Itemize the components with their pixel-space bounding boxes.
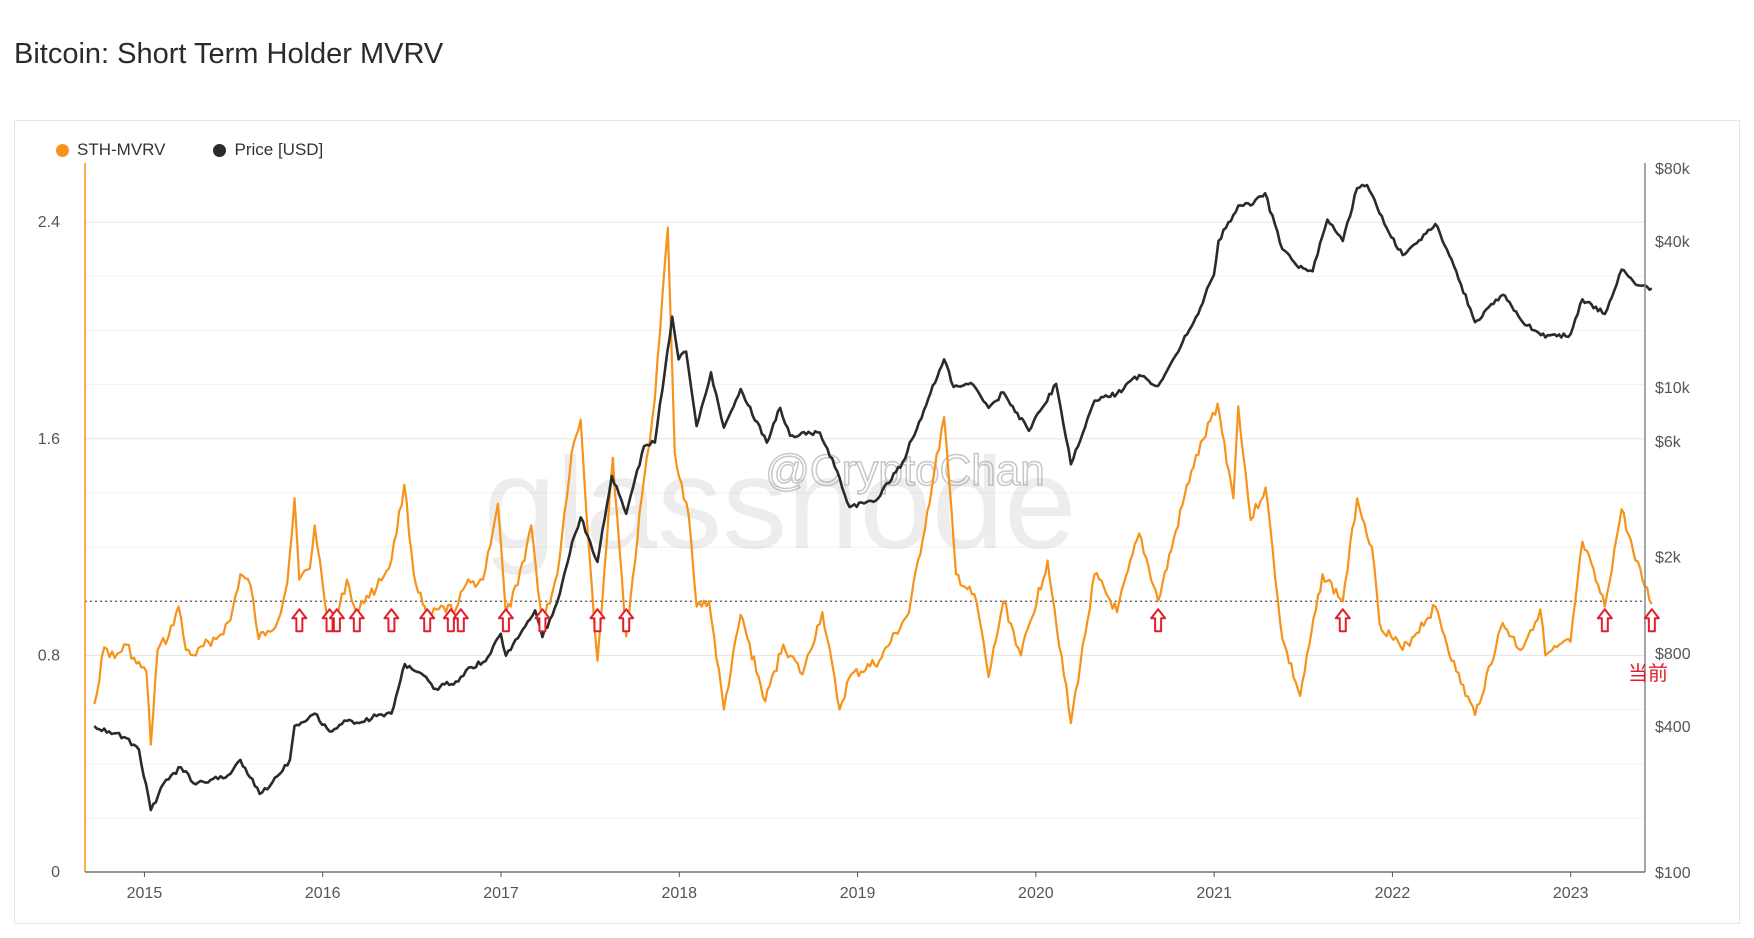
right-axis-ticks: $100 $400 $800 $2k $6k $10k $40k $80k: [1655, 161, 1691, 882]
red-up-arrow-icon: [383, 608, 400, 633]
legend-item-price[interactable]: Price [USD]: [213, 140, 323, 160]
x-tick-label: 2023: [1553, 885, 1589, 902]
red-up-arrow-icon: [1150, 608, 1167, 633]
series-line-sth-mvrv: [93, 226, 1653, 746]
x-tick-label: 2017: [483, 885, 519, 902]
y-left-tick-label: 0: [51, 864, 60, 881]
y-right-tick-label: $6k: [1655, 434, 1682, 451]
red-up-arrow-icon: [589, 608, 606, 633]
y-right-tick-label: $100: [1655, 865, 1691, 882]
red-up-arrow-icon: [452, 608, 469, 633]
red-up-arrow-icon: [1596, 608, 1613, 633]
y-right-tick-label: $400: [1655, 719, 1691, 736]
y-right-tick-label: $80k: [1655, 161, 1691, 178]
legend-item-sth-mvrv[interactable]: STH-MVRV: [56, 140, 165, 160]
red-up-arrow-icon: [348, 608, 365, 633]
current-label: 当前: [1628, 662, 1668, 685]
y-right-tick-label: $800: [1655, 646, 1691, 663]
axes: [84, 163, 1646, 873]
legend-swatch-price: [213, 143, 227, 157]
x-axis-ticks: 2015 2016 2017 2018 2019 2020 2021 2022 2023: [127, 872, 1589, 902]
y-right-tick-label: $40k: [1655, 234, 1691, 251]
dip-arrows: [291, 608, 1660, 633]
x-tick-label: 2015: [127, 885, 163, 902]
y-right-tick-label: $10k: [1655, 380, 1691, 397]
legend-label-price: Price [USD]: [234, 140, 324, 159]
x-tick-label: 2016: [305, 885, 341, 902]
x-tick-label: 2018: [661, 885, 697, 902]
x-tick-label: 2020: [1018, 885, 1054, 902]
series-layer: [93, 183, 1653, 812]
x-tick-label: 2022: [1375, 885, 1411, 902]
x-tick-label: 2019: [840, 885, 876, 902]
red-up-arrow-icon: [328, 608, 345, 633]
red-up-arrow-icon: [419, 608, 436, 633]
red-up-arrow-icon: [618, 608, 635, 633]
page-title: Bitcoin: Short Term Holder MVRV: [14, 38, 444, 70]
red-up-arrow-icon: [291, 608, 308, 633]
red-up-arrow-icon: [1643, 608, 1660, 633]
y-left-tick-label: 0.8: [38, 647, 60, 664]
red-up-arrow-icon: [534, 608, 551, 633]
series-line-price: [93, 183, 1653, 812]
legend-label-sth-mvrv: STH-MVRV: [77, 140, 166, 159]
chart-legend: STH-MVRV Price [USD]: [56, 140, 323, 160]
left-axis-ticks: 0 0.8 1.6 2.4: [38, 214, 60, 881]
legend-swatch-sth-mvrv: [56, 143, 69, 157]
y-left-tick-label: 1.6: [38, 431, 60, 448]
chart-card: [14, 120, 1740, 924]
x-tick-label: 2021: [1196, 885, 1232, 902]
red-up-arrow-icon: [497, 608, 514, 633]
y-right-tick-label: $2k: [1655, 549, 1682, 566]
watermark-handle: @CryptoChan: [765, 446, 1044, 495]
red-up-arrow-icon: [1334, 608, 1351, 633]
y-left-tick-label: 2.4: [38, 214, 60, 231]
